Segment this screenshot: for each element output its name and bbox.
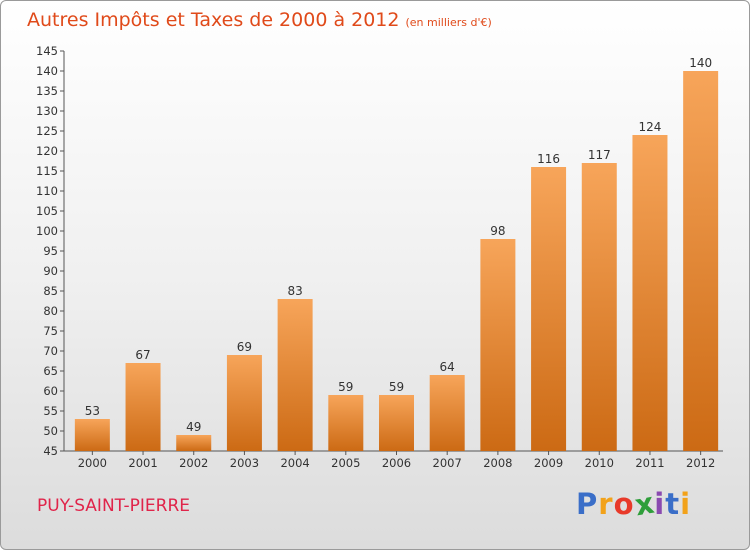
- logo-letter: i: [680, 487, 692, 521]
- bar: [480, 239, 516, 451]
- y-tick-label: 115: [36, 164, 58, 178]
- x-tick-label: 2012: [686, 456, 715, 470]
- bar: [632, 135, 668, 451]
- y-tick-label: 110: [36, 184, 58, 198]
- x-tick-label: 2001: [128, 456, 157, 470]
- bar-value-label: 116: [537, 152, 560, 166]
- y-tick-label: 75: [43, 324, 58, 338]
- chart-unit: (en milliers d'€): [405, 16, 492, 29]
- bar: [125, 363, 161, 451]
- y-tick-label: 50: [43, 424, 58, 438]
- bar: [74, 419, 110, 451]
- bar-value-label: 140: [689, 56, 712, 70]
- logo-letter: i: [654, 487, 666, 521]
- logo-letter: r: [598, 487, 614, 521]
- bar: [176, 435, 212, 451]
- y-tick-label: 130: [36, 104, 58, 118]
- proxiti-logo: Proxiti: [576, 485, 692, 523]
- logo-letter: o: [613, 487, 635, 521]
- y-tick-label: 80: [43, 304, 58, 318]
- x-tick-label: 2009: [534, 456, 563, 470]
- bar-value-label: 124: [639, 120, 662, 134]
- x-tick-label: 2003: [230, 456, 259, 470]
- bar: [226, 355, 262, 451]
- y-tick-label: 85: [43, 284, 58, 298]
- y-tick-label: 145: [36, 44, 58, 58]
- bar: [277, 299, 313, 451]
- bar-value-label: 64: [440, 360, 455, 374]
- bar: [581, 163, 617, 451]
- bar: [429, 375, 465, 451]
- logo-letter: t: [665, 487, 681, 521]
- y-tick-label: 100: [36, 224, 58, 238]
- y-tick-label: 120: [36, 144, 58, 158]
- y-tick-label: 70: [43, 344, 58, 358]
- bar-value-label: 98: [490, 224, 505, 238]
- bar-value-label: 83: [287, 284, 302, 298]
- y-tick-label: 90: [43, 264, 58, 278]
- x-tick-label: 2004: [280, 456, 309, 470]
- bar-value-label: 117: [588, 148, 611, 162]
- y-tick-label: 135: [36, 84, 58, 98]
- x-tick-label: 2006: [382, 456, 411, 470]
- y-tick-label: 125: [36, 124, 58, 138]
- logo-letter: P: [576, 487, 599, 521]
- y-tick-label: 55: [43, 404, 58, 418]
- x-tick-label: 2007: [433, 456, 462, 470]
- chart-title: Autres Impôts et Taxes de 2000 à 2012 (en…: [27, 9, 492, 31]
- bar: [379, 395, 414, 451]
- bar: [531, 167, 567, 451]
- x-tick-label: 2011: [635, 456, 664, 470]
- y-tick-label: 65: [43, 364, 58, 378]
- bar-value-label: 69: [237, 340, 252, 354]
- chart-title-text: Autres Impôts et Taxes de 2000 à 2012: [27, 9, 400, 31]
- x-tick-label: 2008: [483, 456, 512, 470]
- bar-value-label: 53: [85, 404, 100, 418]
- x-tick-label: 2005: [331, 456, 360, 470]
- x-tick-label: 2002: [179, 456, 208, 470]
- bar-value-label: 49: [186, 420, 201, 434]
- y-tick-label: 60: [43, 384, 58, 398]
- x-tick-label: 2000: [78, 456, 107, 470]
- y-tick-label: 45: [43, 444, 58, 458]
- bar: [683, 71, 719, 451]
- y-tick-label: 140: [36, 64, 58, 78]
- logo-letter: x: [631, 485, 658, 523]
- bar: [328, 395, 364, 451]
- y-tick-label: 105: [36, 204, 58, 218]
- bar-value-label: 59: [389, 380, 404, 394]
- commune-name: PUY-SAINT-PIERRE: [37, 496, 190, 516]
- bar-value-label: 59: [338, 380, 353, 394]
- y-tick-label: 95: [43, 244, 58, 258]
- bar-value-label: 67: [135, 348, 150, 362]
- x-tick-label: 2010: [585, 456, 614, 470]
